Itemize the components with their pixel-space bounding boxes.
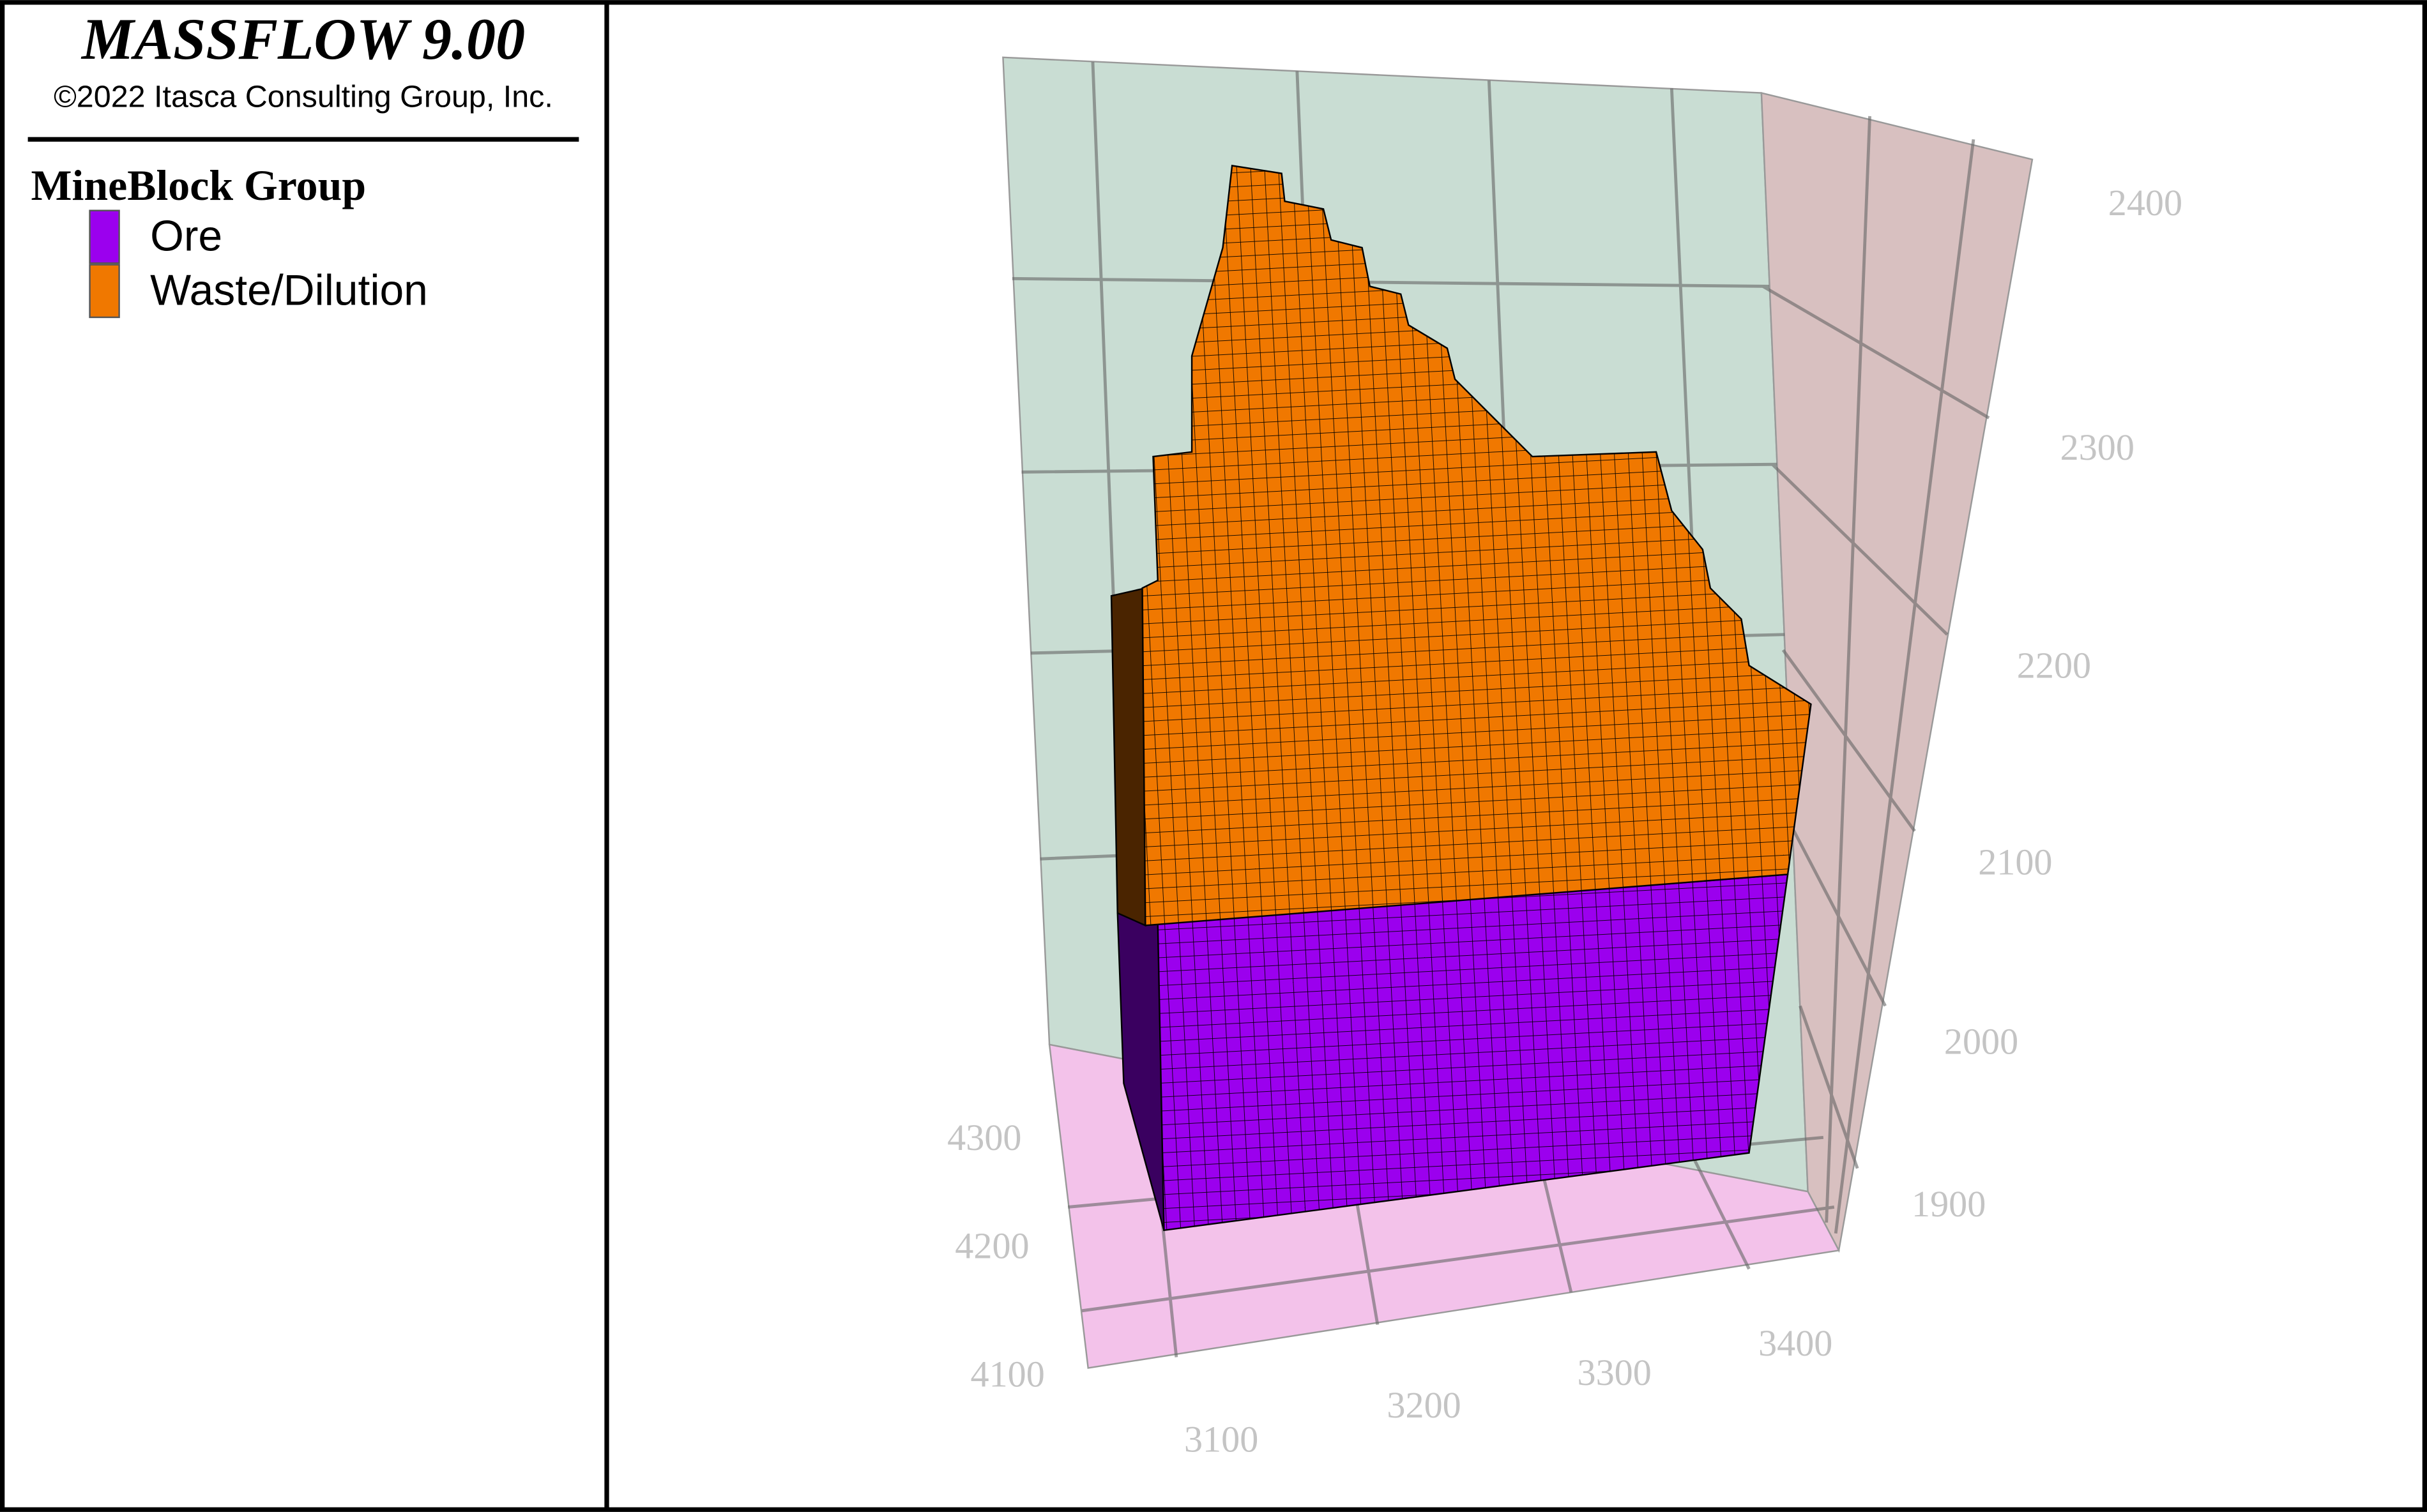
tick-label: 2400 <box>2108 182 2182 223</box>
waste-side <box>1110 587 1146 927</box>
app-title: MASSFLOW 9.00 <box>80 6 525 72</box>
tick-label: 4200 <box>955 1225 1029 1266</box>
waste-grid <box>1142 165 1811 926</box>
tick-label: 2000 <box>1944 1021 2018 1062</box>
tick-label: 3400 <box>1758 1322 1832 1364</box>
tick-label: 3100 <box>1184 1418 1258 1460</box>
tick-label: 3300 <box>1578 1352 1652 1393</box>
legend-swatch <box>89 209 120 264</box>
tick-label: 4300 <box>947 1117 1021 1158</box>
axis-ticks: 3100 3200 3300 3400 4100 4200 4300 1900 2000 2100… <box>947 182 2182 1460</box>
ore-grid <box>1157 874 1788 1230</box>
legend-label: Waste/Dilution <box>150 267 428 315</box>
legend-title: MineBlock Group <box>31 162 366 209</box>
tick-label: 4100 <box>971 1354 1045 1395</box>
legend: Ore Waste/Dilution <box>89 209 428 319</box>
tick-label: 2100 <box>1978 841 2052 882</box>
tick-label: 3200 <box>1387 1384 1461 1426</box>
legend-swatch <box>89 264 120 319</box>
copyright: ©2022 Itasca Consulting Group, Inc. <box>54 79 553 114</box>
tick-label: 1900 <box>1912 1183 1986 1225</box>
tick-label: 2200 <box>2017 645 2091 686</box>
tick-label: 2300 <box>2060 427 2134 468</box>
plot-3d: 3100 3200 3300 3400 4100 4200 4300 1900 2000 2100… <box>947 56 2182 1460</box>
legend-label: Ore <box>150 213 222 261</box>
